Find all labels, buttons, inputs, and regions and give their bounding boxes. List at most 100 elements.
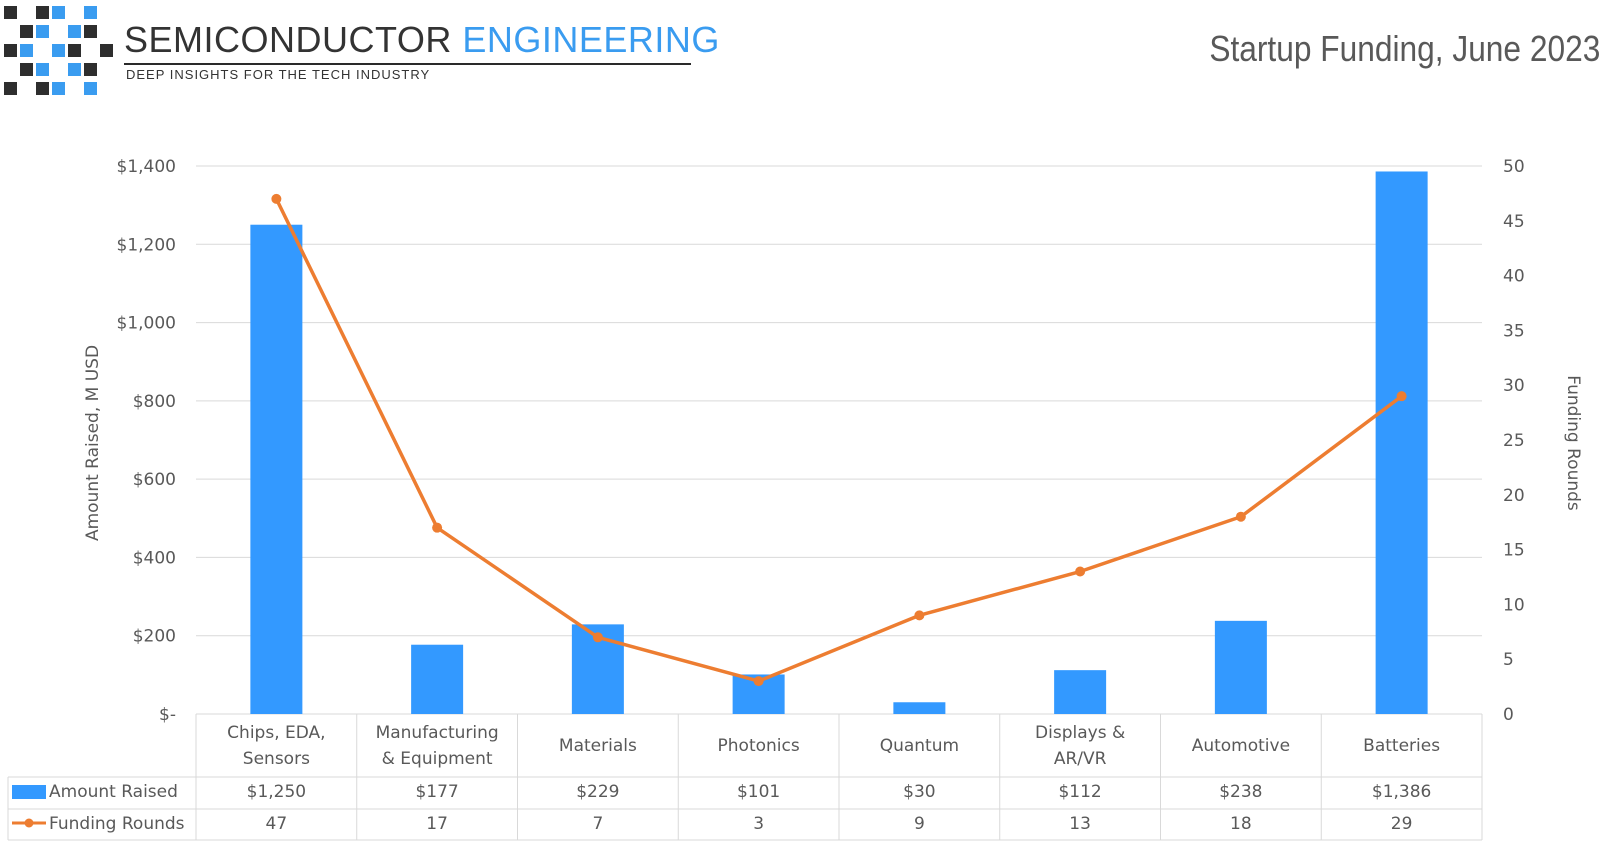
x-tick-label: Sensors [243,749,310,769]
bar [1214,620,1267,714]
data-label-rounds: 47 [266,814,288,834]
y-tick-label: $1,200 [117,235,176,255]
bar [411,644,464,714]
bar [1054,670,1107,714]
data-label-rounds: 17 [426,814,448,834]
x-tick-label: Displays & [1035,723,1125,743]
logo-square [84,63,97,76]
brand-word-semiconductor: SEMICONDUCTOR [124,19,452,60]
legend-line-marker [24,818,34,828]
data-label-amount: $177 [415,782,458,802]
logo-square [84,82,97,95]
data-label-amount: $30 [903,782,935,802]
logo-grid-icon [4,6,113,95]
data-label-rounds: 13 [1069,814,1091,834]
logo-square [20,44,33,57]
data-label-amount: $1,250 [247,782,306,802]
y-tick-label: $- [159,705,176,725]
line-point [753,676,764,687]
line-point [1075,566,1086,577]
data-label-amount: $1,386 [1372,782,1431,802]
y-tick-label: $1,400 [117,157,176,177]
logo-square [68,25,81,38]
data-label-amount: $101 [737,782,780,802]
y2-tick-label: 15 [1503,541,1525,561]
page-title: Startup Funding, June 2023 [1208,28,1600,69]
data-label-amount: $229 [576,782,619,802]
gridlines [196,165,1482,715]
data-label-rounds: 18 [1230,814,1252,834]
data-label-amount: $112 [1058,782,1101,802]
logo-square [52,6,65,19]
y2-tick-label: 35 [1503,321,1525,341]
line-point [592,632,603,643]
bar [250,224,303,714]
line-series-funding-rounds [271,193,1407,687]
data-table: Chips, EDA, Sensors Manufacturing & Equipme… [7,714,1483,841]
y2-tick-label: 10 [1503,595,1525,615]
y-tick-label: $400 [133,548,176,568]
brand-tagline: DEEP INSIGHTS FOR THE TECH INDUSTRY [126,67,431,82]
logo-square [36,63,49,76]
logo-square [68,63,81,76]
logo-square [20,63,33,76]
data-label-rounds: 3 [753,814,764,834]
logo-square [84,6,97,19]
y-axis-title: Amount Raised, M USD [83,345,103,541]
line-point [1235,511,1246,522]
y2-tick-label: 5 [1503,650,1514,670]
brand-name: SEMICONDUCTOR ENGINEERING [124,18,720,62]
y2-tick-label: 20 [1503,486,1525,506]
logo-square [4,44,17,57]
logo-square [20,25,33,38]
y-tick-label: $800 [133,392,176,412]
logo-square [100,44,113,57]
y-tick-label: $600 [133,470,176,490]
logo-square [4,6,17,19]
legend-label-amount-raised: Amount Raised [49,782,178,802]
line-point [914,610,925,621]
data-label-rounds: 7 [592,814,603,834]
legend-bar-swatch [12,785,46,799]
y2-tick-label: 40 [1503,267,1525,287]
x-tick-label: Photonics [718,736,800,756]
logo-square [68,44,81,57]
bar [893,702,946,714]
logo-square [36,6,49,19]
logo-square [52,44,65,57]
y2-tick-label: 45 [1503,212,1525,232]
x-tick-label: Batteries [1363,736,1440,756]
y2-tick-label: 25 [1503,431,1525,451]
logo-square [36,25,49,38]
x-tick-label: Quantum [880,736,959,756]
logo-square [52,82,65,95]
data-label-rounds: 29 [1391,814,1413,834]
bar-series-amount-raised [250,171,1428,715]
legend-label-funding-rounds: Funding Rounds [49,814,185,834]
line-point [1396,391,1407,402]
x-tick-label: Materials [559,736,637,756]
y2-tick-label: 50 [1503,157,1525,177]
x-tick-label: & Equipment [382,749,493,769]
y2-tick-label: 0 [1503,705,1514,725]
logo-square [84,25,97,38]
y2-tick-label: 30 [1503,376,1525,396]
y-axis-left: $- $200 $400 $600 $800 $1,000 $1,200 $1,400 [117,157,176,725]
line-point [271,193,282,204]
data-label-rounds: 9 [914,814,925,834]
bar [1375,171,1428,715]
logo-square [36,82,49,95]
y2-axis-title: Funding Rounds [1563,375,1583,511]
brand-word-engineering: ENGINEERING [462,19,720,60]
y-tick-label: $1,000 [117,314,176,334]
x-tick-label: Manufacturing [376,723,499,743]
y-tick-label: $200 [133,627,176,647]
data-label-amount: $238 [1219,782,1262,802]
y-axis-right: 0 5 10 15 20 25 30 35 40 45 50 [1503,157,1525,725]
x-tick-label: AR/VR [1054,749,1107,769]
line-point [432,522,443,533]
x-tick-label: Automotive [1192,736,1290,756]
brand-divider [124,63,691,65]
x-tick-label: Chips, EDA, [227,723,325,743]
